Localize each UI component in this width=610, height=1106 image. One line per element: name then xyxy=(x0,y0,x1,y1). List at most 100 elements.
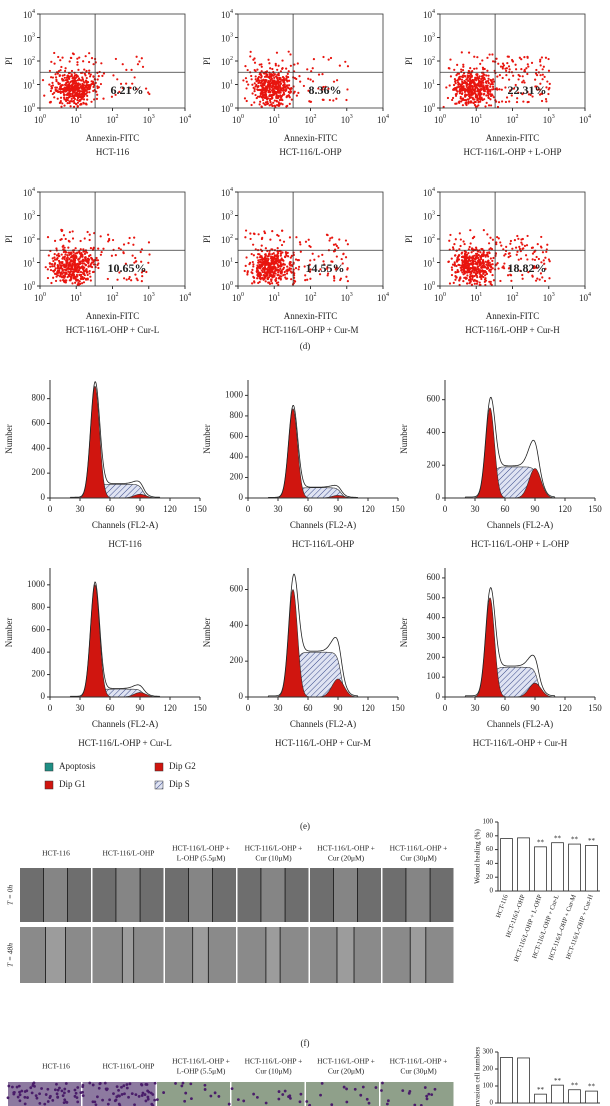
event-dot xyxy=(282,266,286,269)
event-dot xyxy=(135,260,138,263)
event-dot xyxy=(491,60,495,63)
event-dot xyxy=(484,274,487,277)
event-dot xyxy=(534,85,537,88)
event-dot xyxy=(127,242,130,245)
event-dot xyxy=(256,268,259,271)
tick-base: 10 xyxy=(423,81,433,91)
event-dot xyxy=(287,70,290,73)
event-dot xyxy=(461,271,464,274)
event-dot xyxy=(476,270,479,274)
event-dot xyxy=(287,269,290,272)
event-dot xyxy=(266,277,269,281)
event-dot xyxy=(271,67,274,71)
event-dot xyxy=(127,277,131,280)
event-dot xyxy=(288,79,291,82)
event-dot xyxy=(332,243,336,246)
x-tick-label: 120 xyxy=(163,703,177,713)
event-dot xyxy=(466,76,469,79)
event-dot xyxy=(287,75,290,79)
cell-dot xyxy=(130,1092,134,1096)
event-dot xyxy=(279,265,283,268)
event-dot xyxy=(59,96,63,99)
tick-base: 10 xyxy=(423,10,433,20)
event-dot xyxy=(459,97,463,100)
y-tick-label: 600 xyxy=(32,624,46,634)
cell-dot xyxy=(289,1096,292,1100)
event-dot xyxy=(456,63,459,66)
event-dot xyxy=(275,51,279,54)
event-dot xyxy=(547,92,550,96)
event-dot xyxy=(515,68,518,71)
cell-dot xyxy=(35,1096,39,1100)
event-dot xyxy=(58,101,61,105)
event-dot xyxy=(70,274,74,277)
cell-dot xyxy=(423,1086,427,1089)
event-dot xyxy=(135,87,138,91)
event-dot xyxy=(265,86,269,89)
event-dot xyxy=(277,277,280,280)
event-dot xyxy=(60,105,63,108)
event-dot xyxy=(64,67,67,70)
event-dot xyxy=(481,87,485,91)
event-dot xyxy=(54,267,57,270)
column-header: Cur (30μM) xyxy=(400,1067,437,1076)
event-dot xyxy=(276,77,279,80)
event-dot xyxy=(57,70,61,73)
x-tick-label: 0 xyxy=(246,703,251,713)
event-dot xyxy=(453,68,456,71)
tick-base: 10 xyxy=(221,259,231,269)
event-dot xyxy=(43,94,46,97)
event-dot xyxy=(496,235,499,239)
event-dot xyxy=(258,79,261,82)
event-dot xyxy=(454,254,457,257)
event-dot xyxy=(307,238,310,241)
event-dot xyxy=(89,73,92,76)
x-tick-label: 90 xyxy=(334,504,344,514)
x-tick-label: 101 xyxy=(470,114,482,125)
event-dot xyxy=(467,100,470,103)
cell-dot xyxy=(76,1100,80,1104)
event-dot xyxy=(452,83,456,87)
event-dot xyxy=(480,75,483,78)
event-dot xyxy=(345,98,348,102)
event-dot xyxy=(260,79,263,82)
wound-gap xyxy=(336,927,355,983)
tick-exp: 1 xyxy=(479,114,482,120)
event-dot xyxy=(346,268,349,271)
event-dot xyxy=(63,93,66,96)
event-dot xyxy=(264,280,267,283)
event-dot xyxy=(465,89,468,92)
event-dot xyxy=(125,68,128,71)
event-dot xyxy=(72,99,75,103)
event-dot xyxy=(67,270,70,273)
event-dot xyxy=(462,65,465,68)
event-dot xyxy=(448,239,451,242)
x-tick-label: 103 xyxy=(143,114,155,125)
event-dot xyxy=(511,60,515,63)
y-tick-label: 103 xyxy=(423,211,435,222)
event-dot xyxy=(266,97,270,100)
event-dot xyxy=(123,277,126,280)
tick-base: 10 xyxy=(143,115,153,125)
event-dot xyxy=(71,237,75,240)
event-dot xyxy=(82,84,85,87)
event-dot xyxy=(139,250,142,254)
event-dot xyxy=(71,81,75,84)
event-dot xyxy=(251,282,254,285)
model-outline xyxy=(267,573,368,698)
event-dot xyxy=(280,257,283,260)
event-dot xyxy=(294,258,298,261)
event-dot xyxy=(261,89,265,92)
x-tick-label: 60 xyxy=(106,703,116,713)
x-tick-label: 30 xyxy=(274,504,284,514)
event-dot xyxy=(324,85,327,88)
event-dot xyxy=(497,237,500,240)
event-dot xyxy=(53,239,57,243)
event-dot xyxy=(56,274,60,277)
scatter-cloud xyxy=(44,228,151,287)
event-dot xyxy=(532,267,535,270)
event-dot xyxy=(245,87,248,90)
event-dot xyxy=(326,267,329,270)
event-dot xyxy=(50,60,53,63)
event-dot xyxy=(481,59,484,62)
